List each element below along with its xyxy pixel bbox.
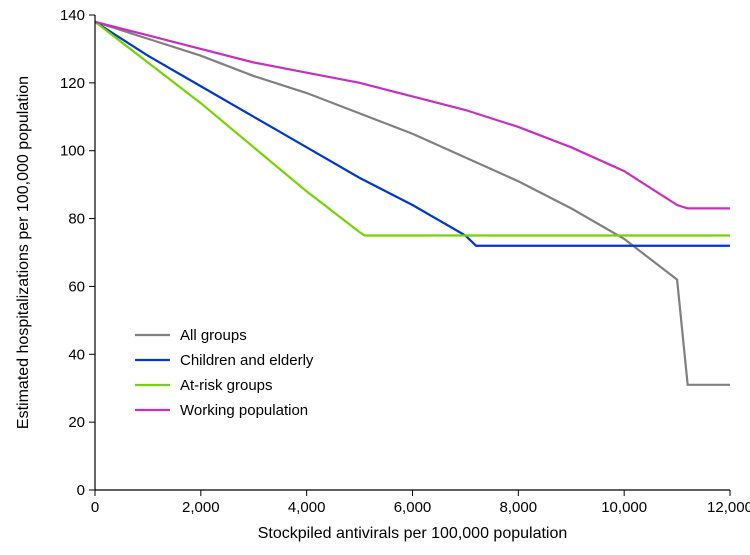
x-tick-label: 0 bbox=[91, 499, 99, 516]
y-tick-label: 140 bbox=[60, 7, 85, 24]
x-tick-label: 8,000 bbox=[500, 499, 538, 516]
y-tick-label: 80 bbox=[68, 211, 85, 228]
y-tick-label: 60 bbox=[68, 278, 85, 295]
y-tick-label: 0 bbox=[77, 482, 85, 499]
legend-label-at-risk: At-risk groups bbox=[180, 377, 273, 394]
x-tick-label: 4,000 bbox=[288, 499, 326, 516]
line-chart: 0 2,000 4,000 6,000 8,000 10,000 12,000 0 20 40 60… bbox=[0, 0, 750, 555]
x-tick-label: 6,000 bbox=[394, 499, 432, 516]
x-tick-label: 10,000 bbox=[601, 499, 647, 516]
y-tick-label: 100 bbox=[60, 143, 85, 160]
legend-label-children-elderly: Children and elderly bbox=[180, 352, 314, 369]
x-axis-title: Stockpiled antivirals per 100,000 popula… bbox=[258, 525, 568, 542]
x-tick-label: 2,000 bbox=[182, 499, 220, 516]
x-tick-label: 12,000 bbox=[707, 499, 750, 516]
chart-container: 0 2,000 4,000 6,000 8,000 10,000 12,000 0 20 40 60… bbox=[0, 0, 750, 555]
y-tick-label: 20 bbox=[68, 414, 85, 431]
y-tick-label: 40 bbox=[68, 346, 85, 363]
y-tick-label: 120 bbox=[60, 75, 85, 92]
chart-bg bbox=[0, 0, 750, 555]
y-axis-title: Estimated hospitalizations per 100,000 p… bbox=[15, 76, 32, 429]
legend-label-all-groups: All groups bbox=[180, 327, 247, 344]
legend-label-working-pop: Working population bbox=[180, 402, 308, 419]
